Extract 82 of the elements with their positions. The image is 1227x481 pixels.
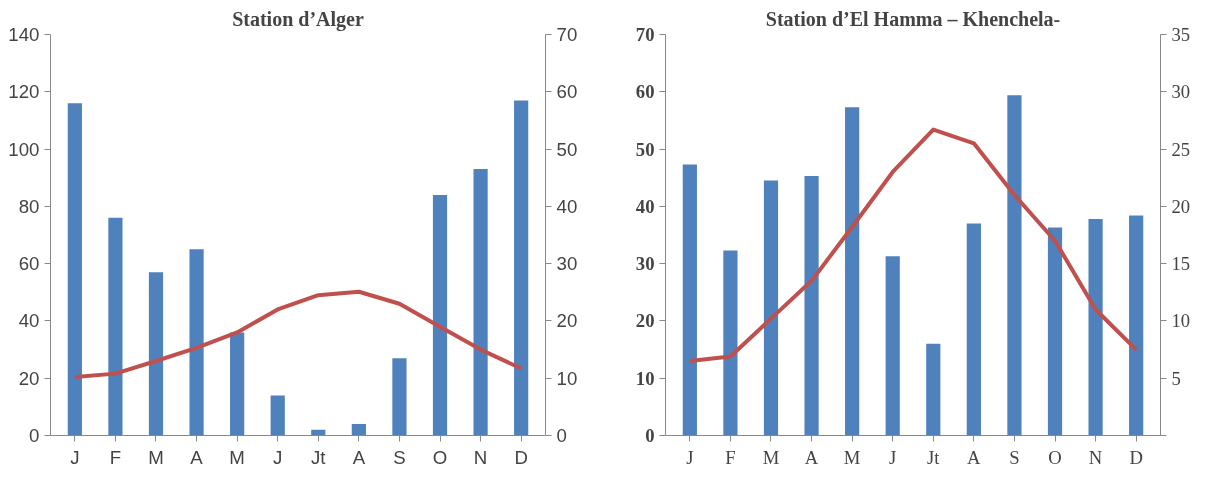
y2-tick-label: 10 [556, 367, 578, 389]
bar [1047, 227, 1063, 436]
x-tick-label: A [352, 446, 366, 468]
x-tick-label: N [1088, 446, 1103, 468]
y2-tick-label: 50 [556, 138, 578, 160]
bar [432, 194, 448, 436]
chart-title: Station d’El Hamma – Khenchela- [765, 7, 1061, 30]
bar [148, 272, 164, 436]
bar [1129, 215, 1144, 436]
x-tick-label: F [109, 446, 122, 468]
bar [189, 249, 204, 436]
x-tick-label: M [762, 446, 780, 468]
bar [67, 103, 82, 436]
y-tick-label: 40 [635, 195, 655, 217]
bar [392, 358, 407, 436]
x-tick-label: M [148, 446, 164, 468]
line-series [72, 289, 524, 380]
x-tick-label: Jt [927, 446, 941, 468]
x-tick-label: S [393, 446, 406, 468]
chart-title: Station d’Alger [232, 7, 364, 31]
y-tick-label: 30 [635, 253, 655, 275]
x-tick-label: A [190, 446, 204, 468]
y2-tick-label: 30 [1171, 81, 1191, 103]
y-tick-label: 50 [635, 138, 655, 160]
y2-tick-label: 5 [1171, 367, 1181, 389]
bar [1007, 95, 1022, 436]
y-tick-label: 100 [8, 138, 40, 160]
bar [1088, 218, 1103, 436]
bar [514, 100, 529, 436]
y2-tick-label: 60 [556, 81, 578, 103]
x-tick-label: D [1129, 446, 1143, 468]
x-tick-label: M [843, 446, 861, 468]
y-tick-label: 60 [18, 253, 40, 275]
y2-tick-label: 15 [1171, 253, 1191, 275]
y2-tick-label: 10 [1171, 310, 1191, 332]
x-tick-label: A [804, 446, 819, 468]
y-tick-label: 70 [635, 24, 655, 45]
x-tick-label: D [514, 446, 528, 468]
y-tick-label: 20 [635, 310, 655, 332]
bar [804, 176, 819, 436]
bar [723, 250, 738, 436]
y2-tick-label: 70 [556, 24, 578, 45]
y2-tick-label: 30 [556, 253, 578, 275]
x-tick-label: M [229, 446, 245, 468]
bar [473, 169, 488, 436]
x-tick-label: J [70, 446, 80, 468]
bar [230, 332, 245, 436]
x-tick-label: J [686, 446, 694, 468]
y-tick-label: 0 [645, 425, 655, 446]
x-tick-label: Jt [311, 446, 327, 468]
bar [270, 395, 285, 436]
y-tick-label: 140 [8, 24, 40, 45]
y-tick-label: 80 [18, 195, 40, 217]
y2-tick-label: 40 [556, 195, 578, 217]
y-tick-label: 0 [29, 425, 40, 446]
y-tick-label: 10 [635, 367, 655, 389]
bar [108, 217, 123, 436]
bar [926, 343, 941, 436]
x-tick-label: A [967, 446, 982, 468]
x-tick-label: N [473, 446, 488, 468]
y2-tick-label: 0 [556, 425, 567, 446]
y-tick-label: 40 [18, 310, 40, 332]
x-tick-label: J [273, 446, 283, 468]
x-tick-label: J [889, 446, 897, 468]
x-tick-label: S [1009, 446, 1020, 468]
line-series [687, 127, 1139, 364]
y2-tick-label: 20 [1171, 195, 1191, 217]
y-tick-label: 20 [18, 367, 40, 389]
bar [682, 164, 697, 436]
bar [845, 107, 860, 436]
y-tick-label: 120 [8, 81, 40, 103]
y-tick-label: 60 [635, 81, 655, 103]
bar [966, 223, 981, 436]
bar [351, 424, 366, 436]
y2-tick-label: 35 [1171, 24, 1191, 45]
x-tick-label: F [725, 446, 736, 468]
y2-tick-label: 25 [1171, 138, 1191, 160]
y2-tick-label: 20 [556, 310, 578, 332]
bar [763, 180, 779, 436]
x-tick-label: O [1048, 446, 1062, 468]
bar [885, 256, 900, 436]
x-tick-label: O [432, 446, 448, 468]
